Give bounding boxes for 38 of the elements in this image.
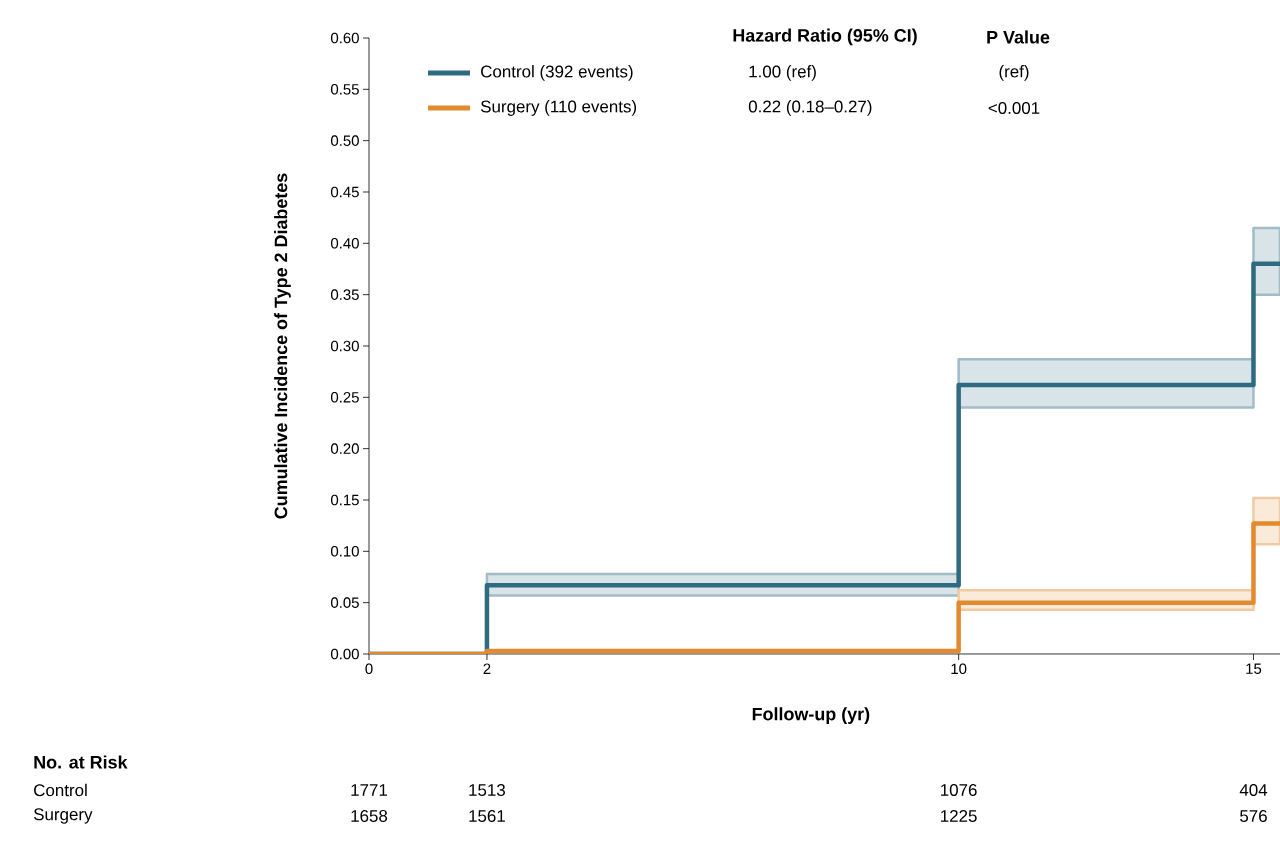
text: No. at Risk [34,755,128,769]
text: Surgery [33,808,93,824]
text: 1225 [941,809,977,822]
y-tick-label: 0.10 [330,546,359,557]
annotation: Hazard Ratio (95% CI) [733,28,917,46]
annotation: P Value [987,30,1050,44]
y-tick-label: 0.00 [330,648,359,660]
text: 404 [1239,783,1268,796]
y-tick-label: 0.35 [330,289,359,300]
x-axis-title: Follow-up (yr) [752,707,870,724]
x-tick-label: 15 [1246,663,1262,674]
y-axis-title: Cumulative Incidence of Type 2 Diabetes [274,173,291,519]
y-tick-label: 0.55 [330,84,359,95]
text: 1076 [941,783,977,796]
text: 1658 [351,809,388,822]
y-tick-label: 0.25 [330,392,359,403]
y-tick-label: 0.20 [330,443,359,454]
annotation: 1.00 (ref) [749,65,816,81]
y-tick-label: 0.05 [330,597,359,608]
y-tick-label: 0.50 [330,135,359,146]
annotation: 0.22 (0.18–0.27) [748,100,872,116]
text: 1513 [469,783,505,796]
y-tick-label: 0.15 [330,494,359,506]
y-tick-label: 0.60 [330,32,359,44]
text: 1561 [469,809,505,822]
text: 1771 [351,784,388,796]
y-tick-label: 0.45 [330,186,359,198]
y-tick-label: 0.30 [330,340,359,352]
annotation: (ref) [999,65,1029,81]
legend-label: Surgery (110 events) [480,100,637,116]
text: Control [34,783,87,797]
annotation: <0.001 [988,101,1040,114]
legend-label: Control (392 events) [481,65,633,81]
x-tick-label: 2 [483,663,491,674]
x-tick-label: 0 [365,663,373,675]
x-tick-label: 10 [951,663,967,675]
text: 576 [1240,809,1267,822]
y-tick-label: 0.40 [330,238,359,249]
